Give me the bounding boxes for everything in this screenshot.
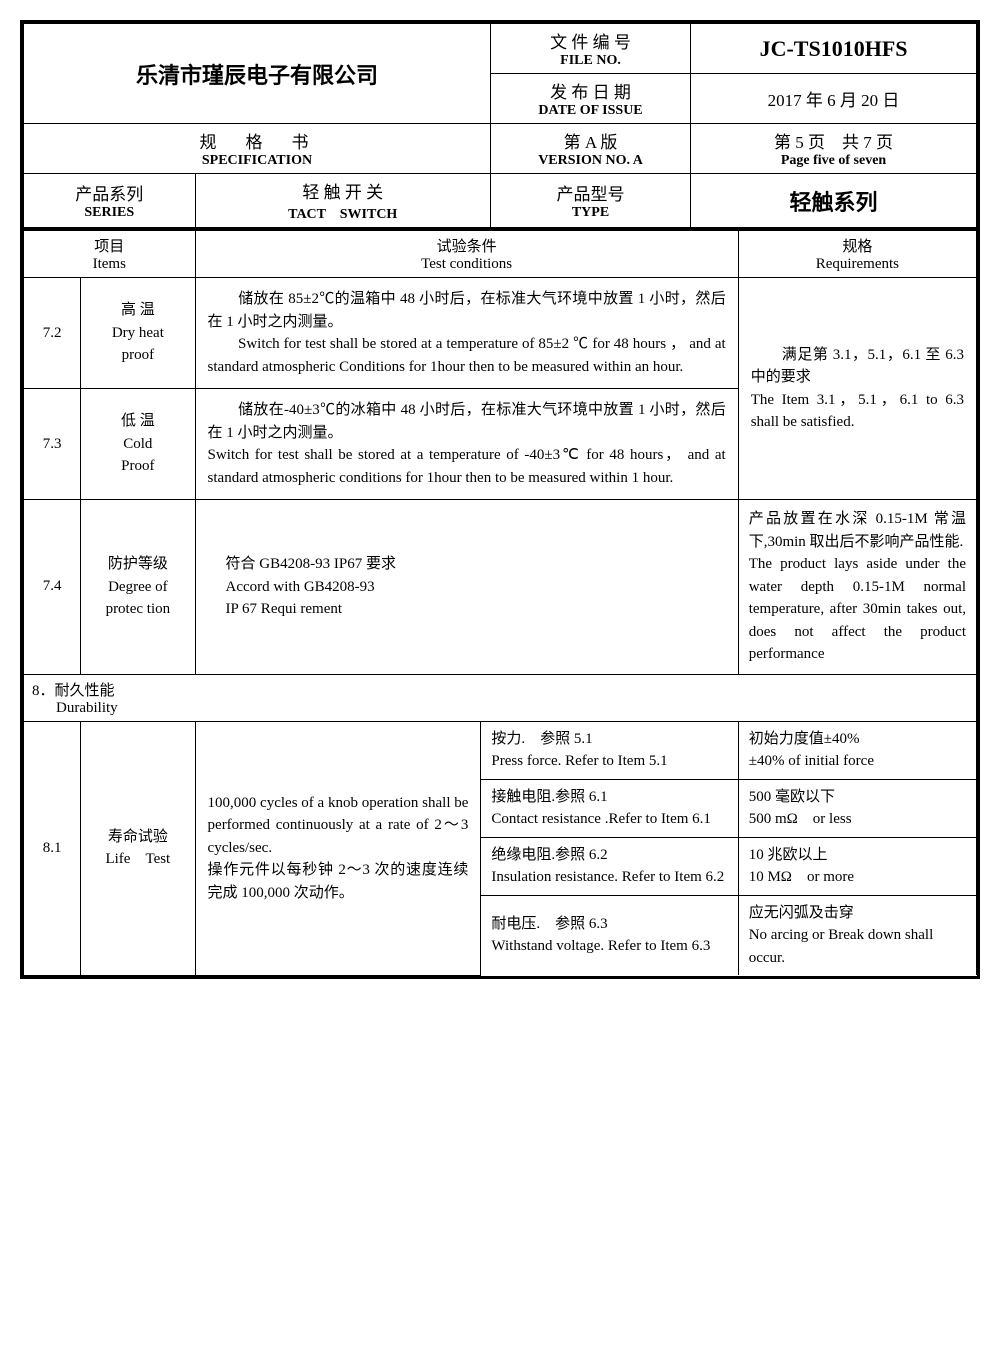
sub-cond-cn: 绝缘电阻.参照 6.2	[491, 844, 727, 867]
date-label-en: DATE OF ISSUE	[499, 103, 682, 119]
file-no-value: JC-TS1010HFS	[699, 36, 968, 62]
item-name-en2: protec tion	[89, 598, 186, 621]
header-table: 乐清市瑾辰电子有限公司 文 件 编 号 FILE NO. JC-TS1010HF…	[23, 23, 977, 230]
item-name-en2: Proof	[89, 455, 186, 478]
version-cn: 第 A 版	[499, 128, 682, 153]
sub-req-cn: 应无闪弧及击穿	[749, 902, 966, 925]
row-7-4: 7.4 防护等级 Degree of protec tion 符合 GB4208…	[24, 500, 977, 675]
item-name-cn: 寿命试验	[89, 826, 186, 849]
item-name-cn: 低 温	[89, 410, 186, 433]
cond-en: Switch for test shall be stored at a tem…	[208, 444, 726, 489]
row-num: 7.4	[24, 500, 81, 675]
cond-l3: IP 67 Requi rement	[226, 598, 726, 621]
date-value: 2017 年 6 月 20 日	[699, 86, 968, 111]
req-cn: 产品放置在水深 0.15-1M 常温下,30min 取出后不影响产品性能.	[749, 508, 966, 553]
cond-l2: Accord with GB4208-93	[226, 576, 726, 599]
section-8-header: 8．耐久性能 Durability	[24, 674, 977, 721]
sub-cond-en: Press force. Refer to Item 5.1	[491, 750, 727, 773]
company-name: 乐清市瑾辰电子有限公司	[32, 58, 482, 90]
sub-req-cn: 初始力度值±40%	[749, 728, 966, 751]
cond-en: 100,000 cycles of a knob operation shall…	[208, 792, 469, 860]
col-items-en: Items	[32, 256, 187, 273]
sec8-cn: 8．耐久性能	[32, 679, 968, 700]
item-name-cn: 防护等级	[89, 553, 186, 576]
type-label-en: TYPE	[499, 205, 682, 221]
file-no-label-cn: 文 件 编 号	[499, 28, 682, 53]
col-req-cn: 规格	[747, 235, 968, 256]
series-val-cn: 轻 触 开 关	[204, 178, 482, 203]
row-8-1-a: 8.1 寿命试验 Life Test 100,000 cycles of a k…	[24, 721, 977, 779]
page-en: Page five of seven	[699, 153, 968, 169]
item-name-en2: proof	[89, 344, 186, 367]
sub-cond-cn: 按力. 参照 5.1	[491, 728, 727, 751]
row-num: 7.2	[24, 278, 81, 389]
row-num: 8.1	[24, 721, 81, 975]
item-name-en: Life Test	[89, 848, 186, 871]
sub-cond-en: Withstand voltage. Refer to Item 6.3	[491, 935, 727, 958]
date-label-cn: 发 布 日 期	[499, 78, 682, 103]
series-label-en: SERIES	[32, 205, 187, 221]
col-items-cn: 项目	[32, 235, 187, 256]
col-cond-cn: 试验条件	[204, 235, 730, 256]
type-value: 轻触系列	[699, 185, 968, 217]
cond-cn: 储放在-40±3℃的冰箱中 48 小时后，在标准大气环境中放置 1 小时，然后在…	[208, 399, 726, 444]
body-table: 项目 Items 试验条件 Test conditions 规格 Require…	[23, 230, 977, 976]
file-no-label-en: FILE NO.	[499, 53, 682, 69]
cond-cn: 操作元件以每秒钟 2～3 次的速度连续完成 100,000 次动作。	[208, 859, 469, 904]
spec-title-cn: 规 格 书	[32, 128, 482, 153]
version-en: VERSION NO. A	[499, 153, 682, 169]
item-name-en1: Dry heat	[89, 322, 186, 345]
item-name-en1: Degree of	[89, 576, 186, 599]
sub-cond-cn: 耐电压. 参照 6.3	[491, 913, 727, 936]
req-en: The product lays aside under the water d…	[749, 553, 966, 666]
spec-title-en: SPECIFICATION	[32, 153, 482, 169]
sec8-en: Durability	[32, 700, 968, 717]
cond-l1: 符合 GB4208-93 IP67 要求	[226, 553, 726, 576]
col-header-row: 项目 Items 试验条件 Test conditions 规格 Require…	[24, 231, 977, 278]
spec-page: 乐清市瑾辰电子有限公司 文 件 编 号 FILE NO. JC-TS1010HF…	[20, 20, 980, 979]
sub-req-cn: 10 兆欧以上	[749, 844, 966, 867]
sub-req-en: No arcing or Break down shall occur.	[749, 924, 966, 969]
sub-req-en: 500 mΩ or less	[749, 808, 966, 831]
sub-req-en: ±40% of initial force	[749, 750, 966, 773]
sub-cond-cn: 接触电阻.参照 6.1	[491, 786, 727, 809]
item-name-cn: 高 温	[89, 299, 186, 322]
req-en: The Item 3.1，5.1，6.1 to 6.3 shall be sat…	[751, 389, 964, 434]
sub-req-en: 10 MΩ or more	[749, 866, 966, 889]
page-cn: 第 5 页 共 7 页	[699, 128, 968, 153]
col-req-en: Requirements	[747, 256, 968, 273]
req-cn: 满足第 3.1，5.1，6.1 至 6.3 中的要求	[751, 344, 964, 389]
cond-en: Switch for test shall be stored at a tem…	[208, 333, 726, 378]
sub-cond-en: Insulation resistance. Refer to Item 6.2	[491, 866, 727, 889]
type-label-cn: 产品型号	[499, 180, 682, 205]
series-val-en: TACT SWITCH	[204, 203, 482, 223]
item-name-en1: Cold	[89, 433, 186, 456]
row-7-2: 7.2 高 温 Dry heat proof 储放在 85±2℃的温箱中 48 …	[24, 278, 977, 389]
cond-cn: 储放在 85±2℃的温箱中 48 小时后，在标准大气环境中放置 1 小时，然后在…	[208, 288, 726, 333]
col-cond-en: Test conditions	[204, 256, 730, 273]
series-label-cn: 产品系列	[32, 180, 187, 205]
sub-cond-en: Contact resistance .Refer to Item 6.1	[491, 808, 727, 831]
row-num: 7.3	[24, 389, 81, 500]
sub-req-cn: 500 毫欧以下	[749, 786, 966, 809]
